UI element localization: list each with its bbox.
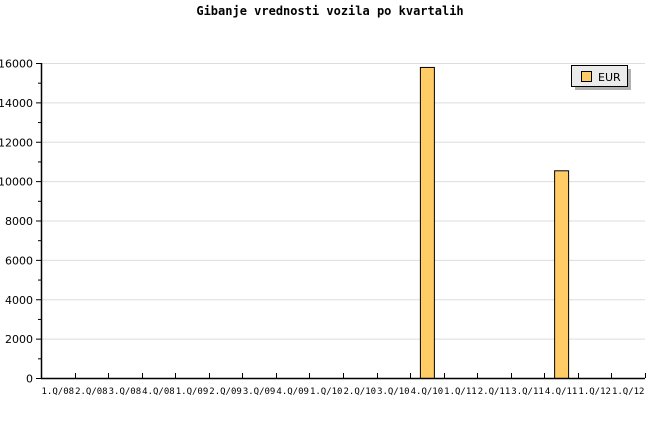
legend-label: EUR — [598, 71, 621, 84]
y-tick-label: 4000 — [5, 294, 33, 307]
y-tick-label: 6000 — [5, 254, 33, 267]
y-tick-label: 8000 — [5, 215, 33, 228]
y-tick-label: 10000 — [0, 176, 33, 189]
x-tick-label: 3.Q/10 — [377, 387, 410, 397]
y-tick-label: 14000 — [0, 97, 33, 110]
x-tick-label: 1.Q/09 — [176, 387, 209, 397]
bar — [554, 170, 570, 379]
bar — [419, 66, 435, 379]
x-tick-label: 2.Q/10 — [344, 387, 377, 397]
y-tick-label: 16000 — [0, 58, 33, 71]
x-tick-label: 4.Q/11 — [545, 387, 578, 397]
x-tick-label: 4.Q/10 — [411, 387, 444, 397]
x-tick-label: 1.Q/12 — [612, 387, 645, 397]
x-tick-label: 1.Q/12 — [578, 387, 611, 397]
x-tick-label: 1.Q/08 — [42, 387, 75, 397]
x-tick-label: 2.Q/11 — [478, 387, 511, 397]
x-tick-label: 4.Q/09 — [276, 387, 309, 397]
legend-swatch — [581, 71, 592, 82]
x-tick-label: 1.Q/11 — [444, 387, 477, 397]
x-tick-label: 2.Q/09 — [209, 387, 242, 397]
y-tick-label: 2000 — [5, 333, 33, 346]
y-tick-label: 0 — [26, 373, 33, 386]
x-tick-label: 1.Q/10 — [310, 387, 343, 397]
x-tick-label: 4.Q/08 — [142, 387, 175, 397]
x-tick-label: 3.Q/08 — [109, 387, 142, 397]
x-tick-label: 3.Q/09 — [243, 387, 276, 397]
x-tick-label: 3.Q/11 — [511, 387, 544, 397]
x-tick-label: 2.Q/08 — [75, 387, 108, 397]
chart-title: Gibanje vrednosti vozila po kvartalih — [196, 4, 464, 18]
y-tick-label: 12000 — [0, 136, 33, 149]
